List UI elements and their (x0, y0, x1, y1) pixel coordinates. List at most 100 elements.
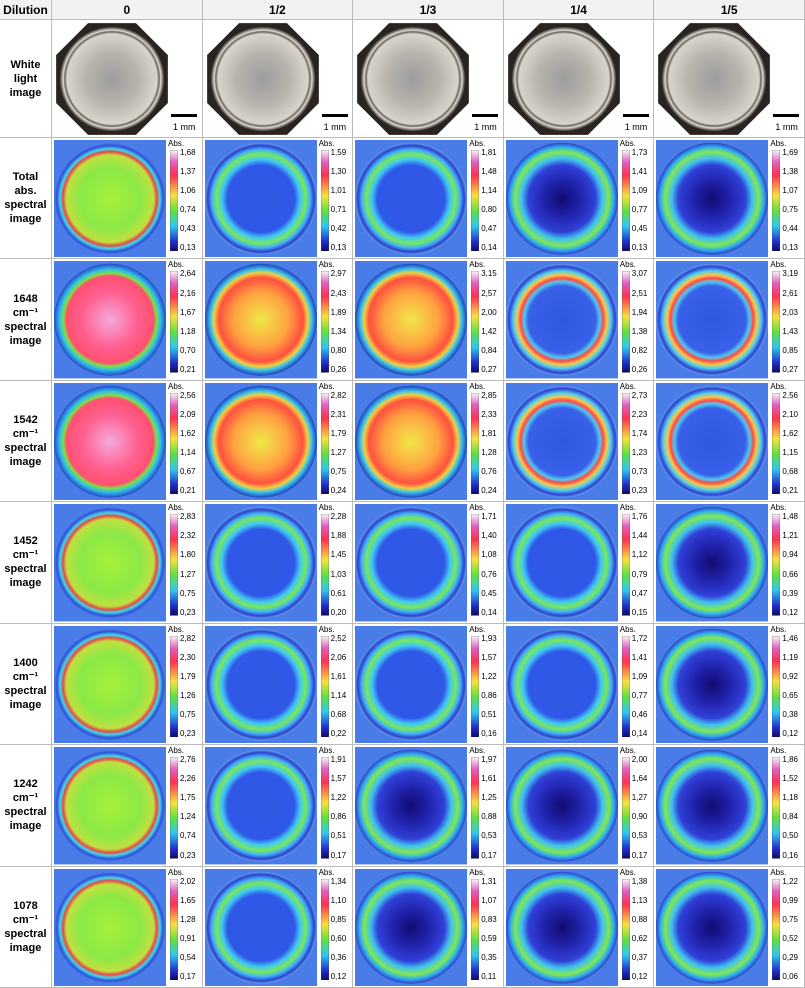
sample-image (505, 382, 618, 501)
colorbar-tick-label: 0,88 (631, 914, 648, 924)
scale-bar (171, 114, 197, 117)
colorbar-tick-label: 1,27 (180, 569, 196, 579)
colorbar-tick-label: 1,22 (481, 671, 497, 681)
colorbar-tick-label: 2,03 (782, 307, 798, 317)
image-cell: 1 mm (353, 20, 504, 138)
image-cell: Abs. 2,64 2,16 1,67 1,18 0,70 0,21 (52, 259, 203, 381)
row-label: White light image (0, 20, 52, 138)
colorbar-label: Abs. (619, 503, 636, 513)
colorbar-tick-label: 1,15 (782, 448, 798, 458)
colorbar-tick-label: 1,18 (782, 793, 798, 803)
colorbar-tick-label: 0,46 (631, 710, 648, 720)
image-cell: Abs. 2,56 2,09 1,62 1,14 0,67 0,21 (52, 380, 203, 503)
colorbar-tick-label: 0,21 (782, 486, 798, 496)
colorbar-tick-label: 0,60 (330, 933, 347, 943)
sample-image (355, 625, 468, 744)
image-cell: Abs. 1,73 1,41 1,09 0,77 0,45 0,13 (503, 138, 655, 260)
colorbar-tick-label: 0,20 (330, 607, 347, 617)
colorbar-tick-label: 2,61 (782, 288, 798, 298)
colorbar (320, 878, 329, 980)
colorbar-tick-label: 2,31 (330, 409, 347, 419)
colorbar-tick-label: 1,68 (180, 148, 196, 157)
sample-image (54, 504, 166, 622)
colorbar-label: Abs. (469, 139, 486, 148)
row-label-line: cm⁻¹ (12, 670, 39, 683)
image-cell: Abs. 2,83 2,32 1,80 1,27 0,75 0,23 (52, 502, 203, 624)
sample-image (204, 382, 317, 501)
colorbar-tick-label: 0,65 (782, 690, 798, 700)
sample-image (656, 22, 773, 136)
sample-image (54, 625, 166, 744)
colorbar-label: Abs. (469, 503, 486, 513)
colorbar (471, 757, 480, 859)
colorbar-tick-label: 1,94 (631, 307, 648, 317)
colorbar-tick-label: 1,08 (481, 550, 497, 560)
sample-image (54, 261, 166, 379)
colorbar (621, 514, 630, 616)
colorbar-tick-label: 1,76 (631, 512, 648, 522)
colorbar-tick-label: 1,65 (180, 895, 196, 905)
colorbar-label: Abs. (770, 260, 787, 270)
colorbar-label: Abs. (469, 381, 486, 391)
colorbar-tick-label: 1,74 (631, 429, 648, 438)
colorbar-tick-label: 1,45 (330, 550, 347, 560)
colorbar-tick-label: 2,00 (631, 755, 648, 765)
colorbar-tick-label: 0,24 (481, 486, 497, 496)
colorbar-tick-label: 2,28 (330, 512, 347, 522)
colorbar-tick-label: 1,89 (330, 307, 347, 317)
colorbar-tick-label: 2,56 (782, 390, 798, 400)
row-label-line: cm⁻¹ (12, 306, 39, 319)
colorbar-tick-label: 0,45 (481, 588, 497, 598)
colorbar-tick-label: 0,86 (481, 690, 497, 700)
scale-bar (773, 114, 800, 117)
row-label-line: image (9, 577, 42, 590)
colorbar-label: Abs. (168, 260, 185, 270)
colorbar-tick-label: 2,32 (180, 531, 196, 541)
colorbar-tick-label: 0,90 (631, 812, 648, 822)
column-header: 0 (52, 0, 203, 20)
colorbar-tick-label: 0,16 (481, 729, 497, 739)
image-cell: Abs. 1,46 1,19 0,92 0,65 0,38 0,12 (654, 623, 805, 746)
colorbar-tick-label: 1,31 (481, 876, 497, 886)
image-cell: Abs. 1,59 1,30 1,01 0,71 0,42 0,13 (202, 138, 354, 260)
scale-label: 1 mm (624, 122, 648, 132)
colorbar-tick-label: 0,23 (180, 729, 196, 739)
colorbar-tick-label: 2,23 (631, 409, 648, 419)
colorbar-tick-label: 0,67 (180, 467, 196, 477)
sample-image (505, 868, 618, 986)
colorbar-tick-label: 0,37 (631, 952, 648, 962)
colorbar-tick-label: 0,50 (782, 831, 798, 841)
colorbar (170, 878, 178, 980)
colorbar-label: Abs. (770, 139, 787, 148)
colorbar-tick-label: 0,26 (330, 364, 347, 374)
image-cell: Abs. 1,34 1,10 0,85 0,60 0,36 0,12 (202, 866, 354, 988)
colorbar-tick-label: 2,64 (180, 269, 196, 279)
colorbar-tick-label: 0,44 (782, 224, 798, 234)
colorbar-label: Abs. (619, 746, 636, 756)
colorbar (471, 271, 480, 373)
colorbar-tick-label: 0,66 (782, 569, 798, 579)
image-cell: Abs. 1,69 1,38 1,07 0,75 0,44 0,13 (654, 138, 805, 260)
image-cell: Abs. 2,76 2,26 1,75 1,24 0,74 0,23 (52, 745, 203, 867)
colorbar-tick-label: 0,70 (180, 345, 196, 355)
colorbar-tick-label: 0,83 (481, 914, 497, 924)
colorbar-tick-label: 0,77 (631, 690, 648, 700)
colorbar-tick-label: 1,41 (631, 652, 648, 662)
colorbar (621, 150, 630, 252)
sample-image (656, 868, 769, 986)
colorbar-label: Abs. (770, 503, 787, 513)
column-header: 1/2 (202, 0, 354, 20)
sample-image (204, 504, 317, 622)
image-cell: Abs. 2,28 1,88 1,45 1,03 0,61 0,20 (202, 502, 354, 624)
colorbar-label: Abs. (168, 503, 185, 513)
colorbar-tick-label: 0,84 (782, 812, 798, 822)
row-label: Total abs. spectral image (0, 138, 52, 260)
colorbar-tick-label: 0,75 (330, 467, 347, 477)
colorbar-tick-label: 0,80 (330, 345, 347, 355)
colorbar-tick-label: 0,17 (631, 850, 648, 860)
colorbar-tick-label: 0,76 (481, 467, 497, 477)
sample-image (355, 504, 468, 622)
colorbar-tick-label: 0,75 (180, 710, 196, 720)
sample-image (505, 504, 618, 622)
colorbar-tick-label: 1,28 (180, 914, 196, 924)
